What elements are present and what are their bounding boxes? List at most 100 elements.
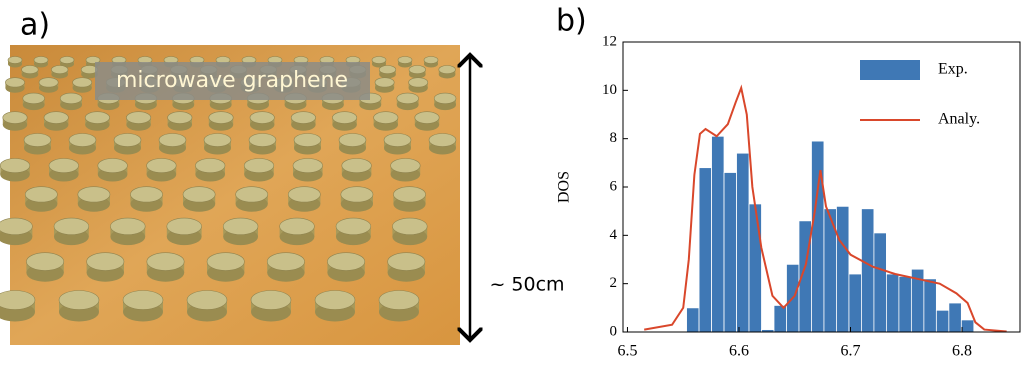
cylinder-top bbox=[85, 56, 101, 64]
cylinder-top bbox=[58, 290, 100, 310]
cylinder-top bbox=[130, 186, 163, 203]
cylinder-top bbox=[438, 65, 456, 74]
cylinder-top bbox=[68, 133, 97, 147]
cylinder-top bbox=[23, 133, 52, 147]
cylinder-top bbox=[428, 133, 457, 147]
cylinder-top bbox=[341, 158, 372, 173]
cylinder-top bbox=[26, 252, 65, 271]
cylinder-top bbox=[378, 290, 420, 310]
cylinder-top bbox=[248, 133, 277, 147]
cylinder-top bbox=[7, 56, 23, 64]
cylinder-top bbox=[84, 111, 110, 124]
cylinder-top bbox=[373, 111, 399, 124]
cylinder-top bbox=[59, 56, 75, 64]
cylinder-top bbox=[51, 65, 69, 74]
photo-caption: microwave graphene bbox=[116, 68, 348, 93]
y-tick-label: 10 bbox=[602, 82, 617, 98]
cylinder-top bbox=[167, 111, 193, 124]
cylinder-top bbox=[293, 133, 322, 147]
bar bbox=[935, 309, 950, 333]
cylinder-top bbox=[408, 65, 426, 74]
x-tick-label: 6.7 bbox=[840, 343, 860, 360]
y-axis-label: DOS bbox=[556, 171, 573, 203]
cylinder-top bbox=[393, 186, 426, 203]
bar bbox=[960, 319, 975, 333]
cylinder-top bbox=[77, 186, 111, 203]
cylinder-top bbox=[387, 252, 426, 271]
legend-swatch bbox=[860, 60, 920, 80]
cylinder-top bbox=[222, 217, 259, 235]
cylinder-top bbox=[292, 158, 323, 173]
y-tick-label: 8 bbox=[610, 130, 618, 146]
cylinder-top bbox=[0, 217, 33, 235]
legend-label: Exp. bbox=[938, 61, 968, 78]
cylinder-top bbox=[86, 252, 125, 271]
cylinder-top bbox=[314, 290, 356, 310]
cylinder-top bbox=[423, 56, 439, 64]
cylinder-top bbox=[287, 186, 321, 203]
bar bbox=[736, 152, 750, 333]
y-tick-label: 4 bbox=[610, 227, 618, 243]
cylinder-top bbox=[327, 252, 366, 271]
cylinder-top bbox=[279, 217, 315, 235]
cylinder-top bbox=[182, 186, 216, 203]
bar bbox=[898, 276, 912, 333]
scale-label: ~ 50cm bbox=[489, 274, 564, 296]
cylinder-top bbox=[433, 92, 457, 104]
cylinder-top bbox=[166, 217, 202, 235]
cylinder-top bbox=[250, 290, 292, 310]
cylinder-top bbox=[338, 133, 367, 147]
bar bbox=[748, 203, 762, 333]
cylinder-top bbox=[43, 111, 69, 124]
cylinder-top bbox=[146, 252, 185, 271]
bar bbox=[923, 278, 937, 333]
cylinder-top bbox=[290, 111, 316, 124]
cylinder-top bbox=[53, 217, 90, 235]
cylinder-top bbox=[33, 56, 49, 64]
cylinder-top bbox=[371, 56, 387, 64]
caption-box bbox=[95, 62, 370, 100]
cylinder-top bbox=[21, 65, 39, 74]
bar bbox=[686, 307, 700, 333]
bar bbox=[773, 305, 787, 333]
cylinder-top bbox=[383, 133, 412, 147]
cylinder-top bbox=[158, 133, 187, 147]
cylinder-top bbox=[206, 252, 245, 271]
bar bbox=[861, 208, 875, 333]
y-tick-label: 2 bbox=[610, 275, 618, 291]
cylinder-top bbox=[378, 65, 397, 74]
cylinder-top bbox=[126, 111, 152, 124]
cylinder-top bbox=[0, 290, 36, 310]
cylinder-top bbox=[113, 133, 142, 147]
cylinder-top bbox=[146, 158, 177, 173]
cylinder-top bbox=[22, 92, 45, 104]
bar bbox=[886, 273, 900, 333]
y-tick-label: 12 bbox=[602, 33, 617, 49]
panel-label: b) bbox=[556, 4, 587, 39]
cylinder-top bbox=[59, 92, 83, 104]
cylinder-top bbox=[186, 290, 228, 310]
cylinder-top bbox=[2, 111, 28, 124]
bar bbox=[811, 140, 825, 333]
cylinder-top bbox=[408, 77, 429, 88]
x-tick-label: 6.5 bbox=[617, 343, 637, 360]
cylinder-top bbox=[97, 158, 128, 173]
cylinder-top bbox=[38, 77, 59, 88]
cylinder-top bbox=[390, 158, 421, 173]
cylinder-top bbox=[72, 77, 93, 88]
cylinder-top bbox=[392, 217, 428, 235]
bar bbox=[848, 273, 862, 333]
x-tick-label: 6.8 bbox=[952, 343, 972, 360]
bar bbox=[836, 205, 850, 333]
panel-label: a) bbox=[20, 8, 50, 43]
cylinder-top bbox=[203, 133, 232, 147]
cylinder-top bbox=[397, 56, 413, 64]
cylinder-top bbox=[249, 111, 275, 124]
cylinder-top bbox=[122, 290, 164, 310]
cylinder-top bbox=[243, 158, 275, 173]
legend-label: Analy. bbox=[938, 111, 980, 128]
cylinder-top bbox=[414, 111, 440, 124]
chart: 0 2 4 6 8 10 12 6.5 6.6 6.7 6.8 DOS Exp. Analy. bbox=[556, 33, 1021, 360]
bar bbox=[873, 232, 887, 333]
cylinder-top bbox=[374, 77, 395, 88]
